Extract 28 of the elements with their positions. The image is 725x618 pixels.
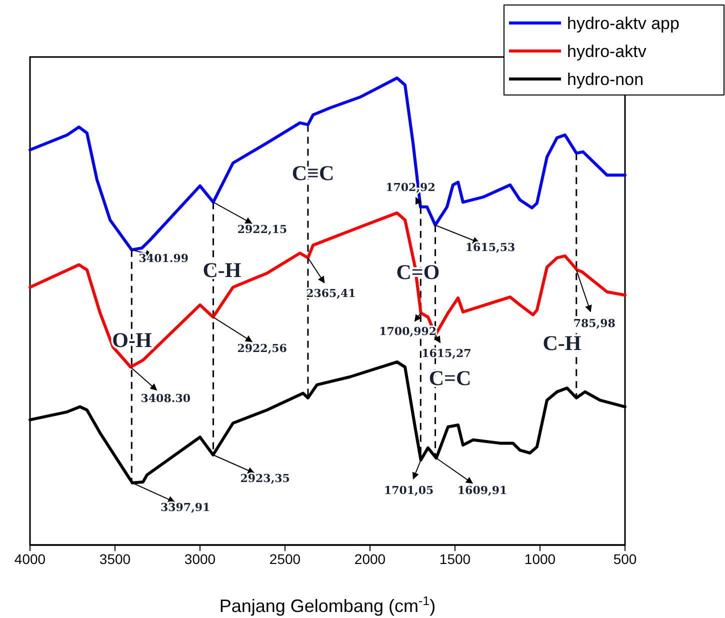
legend-label: hydro-aktv app [567,14,680,33]
annotation: C-H [202,258,242,282]
x-tick-label: 2500 [269,550,301,567]
annotation: C-H [542,331,582,355]
annotation: 2923,35 [240,472,290,485]
annotation: 1701,05 [384,484,434,498]
annotation: 3408.30 [140,392,191,406]
x-axis-title: Panjang Gelombang (cm$^{-1}$) [219,594,436,616]
annotation: 1615,53 [465,241,516,254]
x-tick-label: 3500 [99,550,131,567]
x-tick-label: 1500 [439,550,471,567]
x-tick-label: 2000 [354,550,386,567]
annotation: 3401.99 [138,252,189,265]
annotation: O-H [112,328,152,352]
annotation: 1615,27 [422,346,472,360]
x-tick-label: 3000 [184,550,216,567]
x-tick-label: 500 [613,550,637,567]
annotation: 2922,15 [237,223,288,236]
legend-label: hydro-non [567,70,644,89]
x-tick-label: 4000 [14,550,46,567]
annotation: C≡C [292,161,334,185]
annotation: 3397,91 [160,500,210,514]
annotation: 2365,41 [306,286,356,300]
annotation: 2922,56 [237,342,288,356]
x-tick-label: 1000 [524,550,556,567]
legend-label: hydro-aktv [567,42,647,61]
annotation: 1609,91 [457,484,508,498]
annotation: C=C [428,366,472,390]
